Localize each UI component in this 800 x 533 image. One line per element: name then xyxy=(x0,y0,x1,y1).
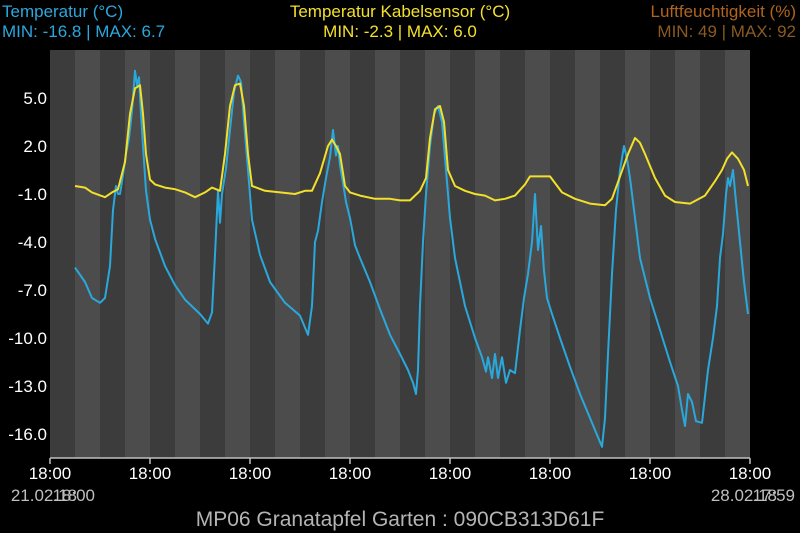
time-band xyxy=(650,50,675,458)
legend-temperatur: Temperatur (°C) MIN: -16.8 | MAX: 6.7 xyxy=(2,2,165,42)
time-band xyxy=(50,50,75,458)
time-band xyxy=(400,50,425,458)
date-label: 28.02.18 xyxy=(711,486,777,505)
legend-title-luftfeuchtigkeit: Luftfeuchtigkeit (%) xyxy=(650,2,796,21)
date-label: 21.02.18 xyxy=(11,486,77,505)
legend-stats-temperatur: MIN: -16.8 | MAX: 6.7 xyxy=(2,22,166,41)
legend-title-temperatur: Temperatur (°C) xyxy=(2,2,124,21)
x-tick-label: 18:00 xyxy=(429,464,472,483)
y-tick-label: -7.0 xyxy=(18,281,47,300)
y-tick-label: -10.0 xyxy=(8,329,47,348)
y-tick-label: -13.0 xyxy=(8,377,47,396)
time-band xyxy=(500,50,525,458)
legend-kabelsensor: Temperatur Kabelsensor (°C) MIN: -2.3 | … xyxy=(0,2,800,42)
legend-stats-kabelsensor: MIN: -2.3 | MAX: 6.0 xyxy=(323,22,477,41)
series-line-1 xyxy=(74,82,749,207)
device-footer: MP06 Granatapfel Garten : 090CB313D61F xyxy=(195,508,605,531)
x-tick-label: 18:00 xyxy=(629,464,672,483)
series-line-0 xyxy=(74,69,749,448)
date-label: 17:59 xyxy=(752,486,795,505)
time-band xyxy=(550,50,575,458)
y-tick-label: -1.0 xyxy=(18,185,47,204)
x-tick-label: 18:00 xyxy=(129,464,172,483)
time-band xyxy=(300,50,325,458)
time-band xyxy=(350,50,375,458)
legend-luftfeuchtigkeit: Luftfeuchtigkeit (%) MIN: 49 | MAX: 92 xyxy=(650,2,796,42)
y-tick-label: 5.0 xyxy=(23,89,47,108)
time-band xyxy=(200,50,225,458)
date-label: 18:00 xyxy=(52,486,95,505)
y-tick-label: -16.0 xyxy=(8,425,47,444)
x-tick-label: 18:00 xyxy=(729,464,772,483)
legend-stats-luftfeuchtigkeit: MIN: 49 | MAX: 92 xyxy=(657,22,796,41)
legend-title-kabelsensor: Temperatur Kabelsensor (°C) xyxy=(289,2,511,21)
time-band xyxy=(100,50,125,458)
time-band xyxy=(250,50,275,458)
time-band xyxy=(150,50,175,458)
x-tick-label: 18:00 xyxy=(229,464,272,483)
x-tick-label: 18:00 xyxy=(29,464,72,483)
x-tick-label: 18:00 xyxy=(529,464,572,483)
y-tick-label: 2.0 xyxy=(23,137,47,156)
x-tick-label: 18:00 xyxy=(329,464,372,483)
y-tick-label: -4.0 xyxy=(18,233,47,252)
